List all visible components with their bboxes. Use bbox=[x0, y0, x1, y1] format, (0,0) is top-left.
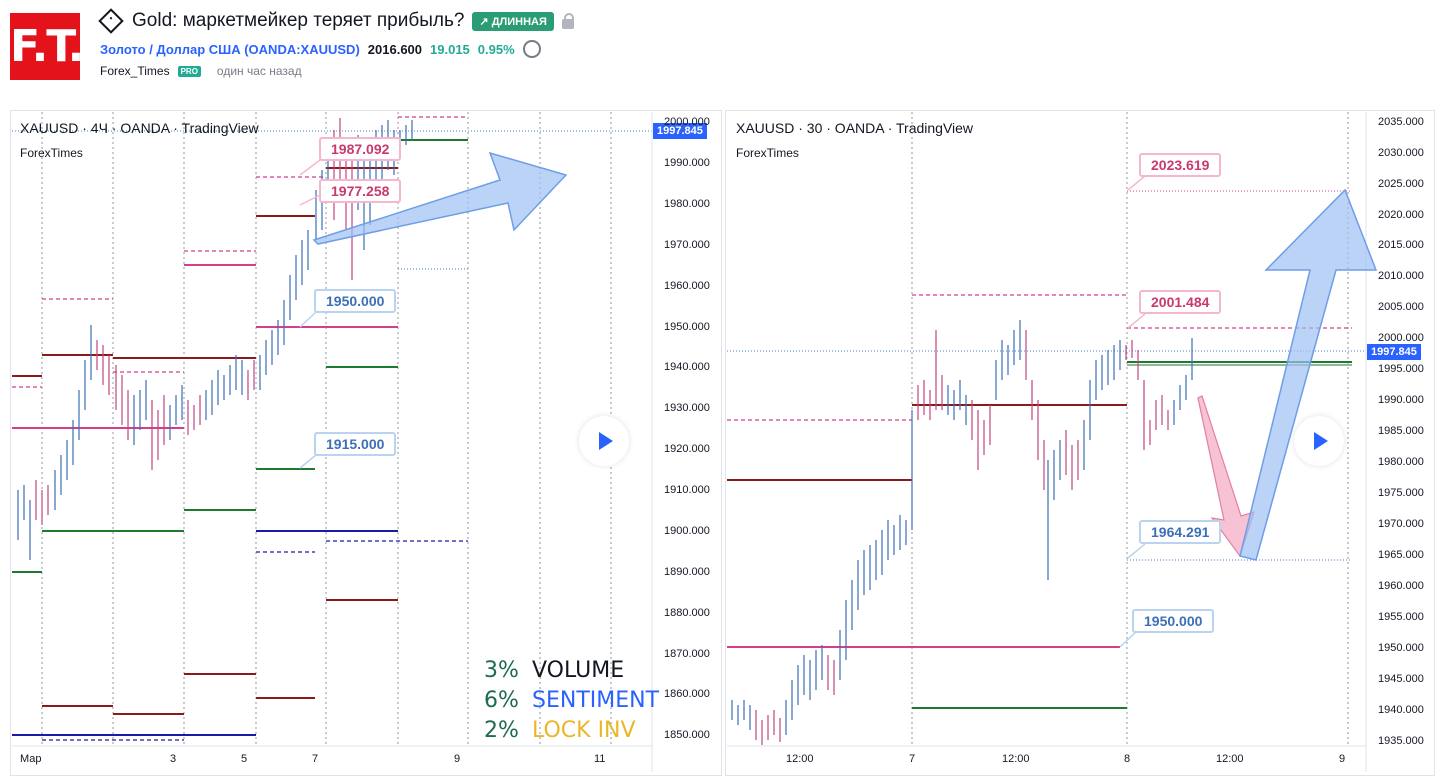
right-x-tick: 9 bbox=[1339, 753, 1346, 765]
left-y-tick: 1990.000 bbox=[664, 157, 710, 169]
symbol-line: Золото / Доллар США (OANDA:XAUUSD) 2016.… bbox=[100, 40, 541, 58]
pro-badge: PRO bbox=[177, 65, 201, 77]
right-y-tick: 1960.000 bbox=[1378, 580, 1424, 592]
left-y-tick: 1850.000 bbox=[664, 729, 710, 741]
right-x-tick: 8 bbox=[1124, 753, 1131, 765]
callout-1915: 1915.000 bbox=[314, 432, 397, 456]
idea-title-row: Gold: маркетмейкер теряет прибыль? ↗ ДЛИ… bbox=[98, 8, 574, 34]
right-y-tick: 1990.000 bbox=[1378, 394, 1424, 406]
left-y-tick: 1930.000 bbox=[664, 402, 710, 414]
right-y-tick: 1985.000 bbox=[1378, 425, 1424, 437]
right-y-tick: 2025.000 bbox=[1378, 178, 1424, 190]
right-y-tick: 2030.000 bbox=[1378, 147, 1424, 159]
callout-1950-right: 1950.000 bbox=[1132, 609, 1215, 633]
right-y-tick: 2035.000 bbox=[1378, 116, 1424, 128]
author-line: Forex_Times PRO один час назад bbox=[100, 64, 302, 78]
right-y-tick: 1995.000 bbox=[1378, 363, 1424, 375]
left-y-tick: 1970.000 bbox=[664, 239, 710, 251]
callout-1950: 1950.000 bbox=[314, 289, 397, 313]
left-y-tick: 1920.000 bbox=[664, 443, 710, 455]
left-x-tick: 7 bbox=[312, 753, 319, 765]
publish-time: один час назад bbox=[216, 64, 302, 78]
left-y-tick: 1980.000 bbox=[664, 198, 710, 210]
legend-volume: 3% VOLUME bbox=[484, 658, 625, 683]
chart-30m-panel[interactable] bbox=[725, 110, 1435, 776]
symbol-link[interactable]: Золото / Доллар США (OANDA:XAUUSD) bbox=[100, 41, 360, 57]
callout-2023: 2023.619 bbox=[1139, 153, 1222, 177]
legend-sentiment: 6% SENTIMENT bbox=[484, 688, 660, 713]
right-y-tick: 1945.000 bbox=[1378, 673, 1424, 685]
left-play-button[interactable] bbox=[579, 416, 629, 466]
left-y-tick: 1910.000 bbox=[664, 484, 710, 496]
legend: 3% VOLUME 6% SENTIMENT 2% LOCK INV bbox=[484, 656, 659, 746]
right-play-button[interactable] bbox=[1294, 416, 1344, 466]
brand-logo[interactable]: F.T. bbox=[10, 13, 84, 80]
left-y-tick: 1950.000 bbox=[664, 321, 710, 333]
right-y-tick: 2000.000 bbox=[1378, 332, 1424, 344]
lock-icon bbox=[561, 13, 574, 29]
left-y-tick: 1870.000 bbox=[664, 648, 710, 660]
right-current-price: 1997.845 bbox=[1367, 344, 1421, 360]
left-x-tick: 3 bbox=[170, 753, 177, 765]
right-y-tick: 1980.000 bbox=[1378, 456, 1424, 468]
right-y-tick: 1965.000 bbox=[1378, 549, 1424, 561]
left-x-tick: 11 bbox=[594, 753, 606, 765]
right-chart-header: XAUUSD · 30 · OANDA · TradingView bbox=[736, 120, 974, 136]
left-y-tick: 1960.000 bbox=[664, 280, 710, 292]
left-y-tick: 1940.000 bbox=[664, 361, 710, 373]
callout-1987: 1987.092 bbox=[319, 137, 402, 161]
right-x-tick: 7 bbox=[909, 753, 916, 765]
right-y-tick: 1950.000 bbox=[1378, 642, 1424, 654]
callout-1964: 1964.291 bbox=[1139, 520, 1222, 544]
left-chart-header: XAUUSD · 4Ч · OANDA · TradingView bbox=[20, 120, 259, 136]
right-y-tick: 1935.000 bbox=[1378, 735, 1424, 747]
right-x-tick: 12:00 bbox=[1002, 753, 1030, 765]
chart-4h-panel[interactable] bbox=[10, 110, 722, 776]
right-x-tick: 12:00 bbox=[786, 753, 814, 765]
right-y-tick: 1970.000 bbox=[1378, 518, 1424, 530]
left-current-price: 1997.845 bbox=[653, 123, 707, 139]
legend-lock-inv: 2% LOCK INV bbox=[484, 718, 636, 743]
left-x-tick: 9 bbox=[454, 753, 461, 765]
left-y-tick: 1880.000 bbox=[664, 607, 710, 619]
symbol-change: 19.015 bbox=[430, 41, 470, 57]
right-chart-watermark: ForexTimes bbox=[736, 146, 799, 160]
right-y-tick: 2020.000 bbox=[1378, 209, 1424, 221]
left-chart-watermark: ForexTimes bbox=[20, 146, 83, 160]
callout-1977: 1977.258 bbox=[319, 179, 402, 203]
left-x-tick: 5 bbox=[241, 753, 248, 765]
right-y-tick: 2005.000 bbox=[1378, 301, 1424, 313]
left-x-tick: Мар bbox=[20, 753, 42, 765]
author-name[interactable]: Forex_Times bbox=[100, 64, 170, 78]
right-y-tick: 2010.000 bbox=[1378, 270, 1424, 282]
left-y-tick: 1900.000 bbox=[664, 525, 710, 537]
left-y-tick: 1860.000 bbox=[664, 688, 710, 700]
symbol-price: 2016.600 bbox=[367, 41, 423, 57]
right-y-tick: 1955.000 bbox=[1378, 611, 1424, 623]
right-x-tick: 12:00 bbox=[1216, 753, 1244, 765]
idea-title: Gold: маркетмейкер теряет прибыль? bbox=[132, 10, 465, 31]
long-badge: ↗ ДЛИННАЯ bbox=[472, 11, 554, 31]
right-y-tick: 1940.000 bbox=[1378, 704, 1424, 716]
left-y-tick: 2000.000 bbox=[664, 116, 710, 128]
right-y-tick: 2015.000 bbox=[1378, 239, 1424, 251]
right-y-tick: 1975.000 bbox=[1378, 487, 1424, 499]
callout-2001: 2001.484 bbox=[1139, 290, 1222, 314]
left-y-tick: 1890.000 bbox=[664, 566, 710, 578]
alert-clock-icon[interactable] bbox=[522, 40, 541, 58]
symbol-change-pct: 0.95% bbox=[477, 41, 515, 57]
